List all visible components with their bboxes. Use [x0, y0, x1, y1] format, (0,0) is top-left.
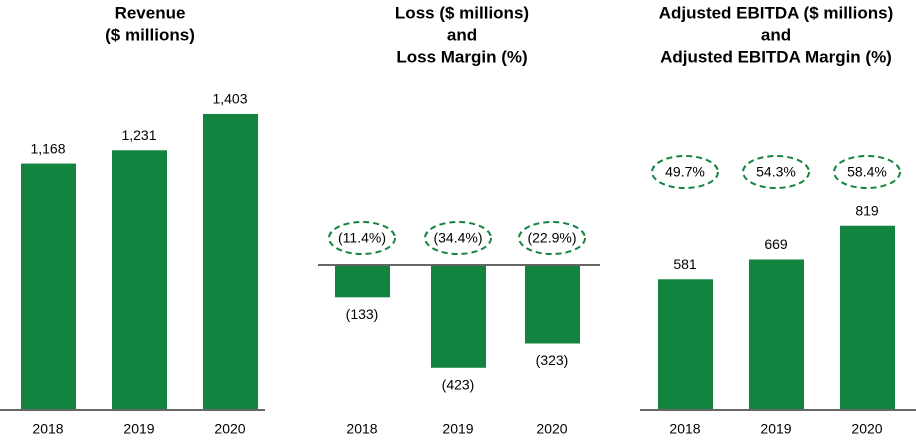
bar [112, 150, 167, 410]
x-tick-label: 2020 [536, 421, 567, 437]
value-label: 669 [764, 236, 788, 252]
chart-title: Loss ($ millions) [395, 3, 529, 22]
margin-ellipse [742, 155, 810, 189]
bar [431, 265, 486, 368]
value-label: 581 [673, 256, 697, 272]
value-label: 1,231 [121, 127, 156, 143]
bar [658, 279, 713, 410]
margin-label: (11.4%) [338, 230, 386, 246]
margin-label: (34.4%) [433, 230, 482, 246]
value-label: (133) [346, 306, 379, 322]
chart-title: Adjusted EBITDA ($ millions) [659, 3, 894, 22]
x-tick-label: 2019 [760, 421, 791, 437]
margin-label: 49.7% [665, 164, 705, 180]
value-label: 819 [855, 202, 879, 218]
margin-ellipse [424, 221, 492, 255]
x-tick-label: 2020 [214, 421, 245, 437]
bar [203, 113, 258, 410]
x-tick-label: 2019 [123, 421, 154, 437]
bar [525, 265, 580, 344]
bar [749, 259, 804, 410]
chart-title: and [447, 25, 477, 44]
chart-title: Revenue [115, 3, 186, 22]
margin-label: 58.4% [847, 164, 887, 180]
margin-label: 54.3% [756, 164, 796, 180]
value-label: (323) [536, 352, 569, 368]
margin-ellipse [518, 221, 586, 255]
margin-ellipse [651, 155, 719, 189]
x-tick-label: 2019 [442, 421, 473, 437]
chart-title: Loss Margin (%) [396, 47, 527, 66]
margin-label: (22.9%) [527, 230, 576, 246]
chart-title: Adjusted EBITDA Margin (%) [660, 47, 892, 66]
bar [21, 163, 76, 410]
x-tick-label: 2020 [851, 421, 882, 437]
value-label: 1,403 [212, 91, 247, 107]
bar [840, 225, 895, 410]
value-label: 1,168 [30, 140, 65, 156]
margin-ellipse [833, 155, 901, 189]
chart-title: and [761, 25, 791, 44]
x-tick-label: 2018 [346, 421, 377, 437]
value-label: (423) [442, 376, 475, 392]
chart-title: ($ millions) [105, 25, 195, 44]
x-tick-label: 2018 [32, 421, 63, 437]
x-tick-label: 2018 [669, 421, 700, 437]
margin-ellipse [328, 221, 396, 255]
bar [335, 265, 390, 298]
